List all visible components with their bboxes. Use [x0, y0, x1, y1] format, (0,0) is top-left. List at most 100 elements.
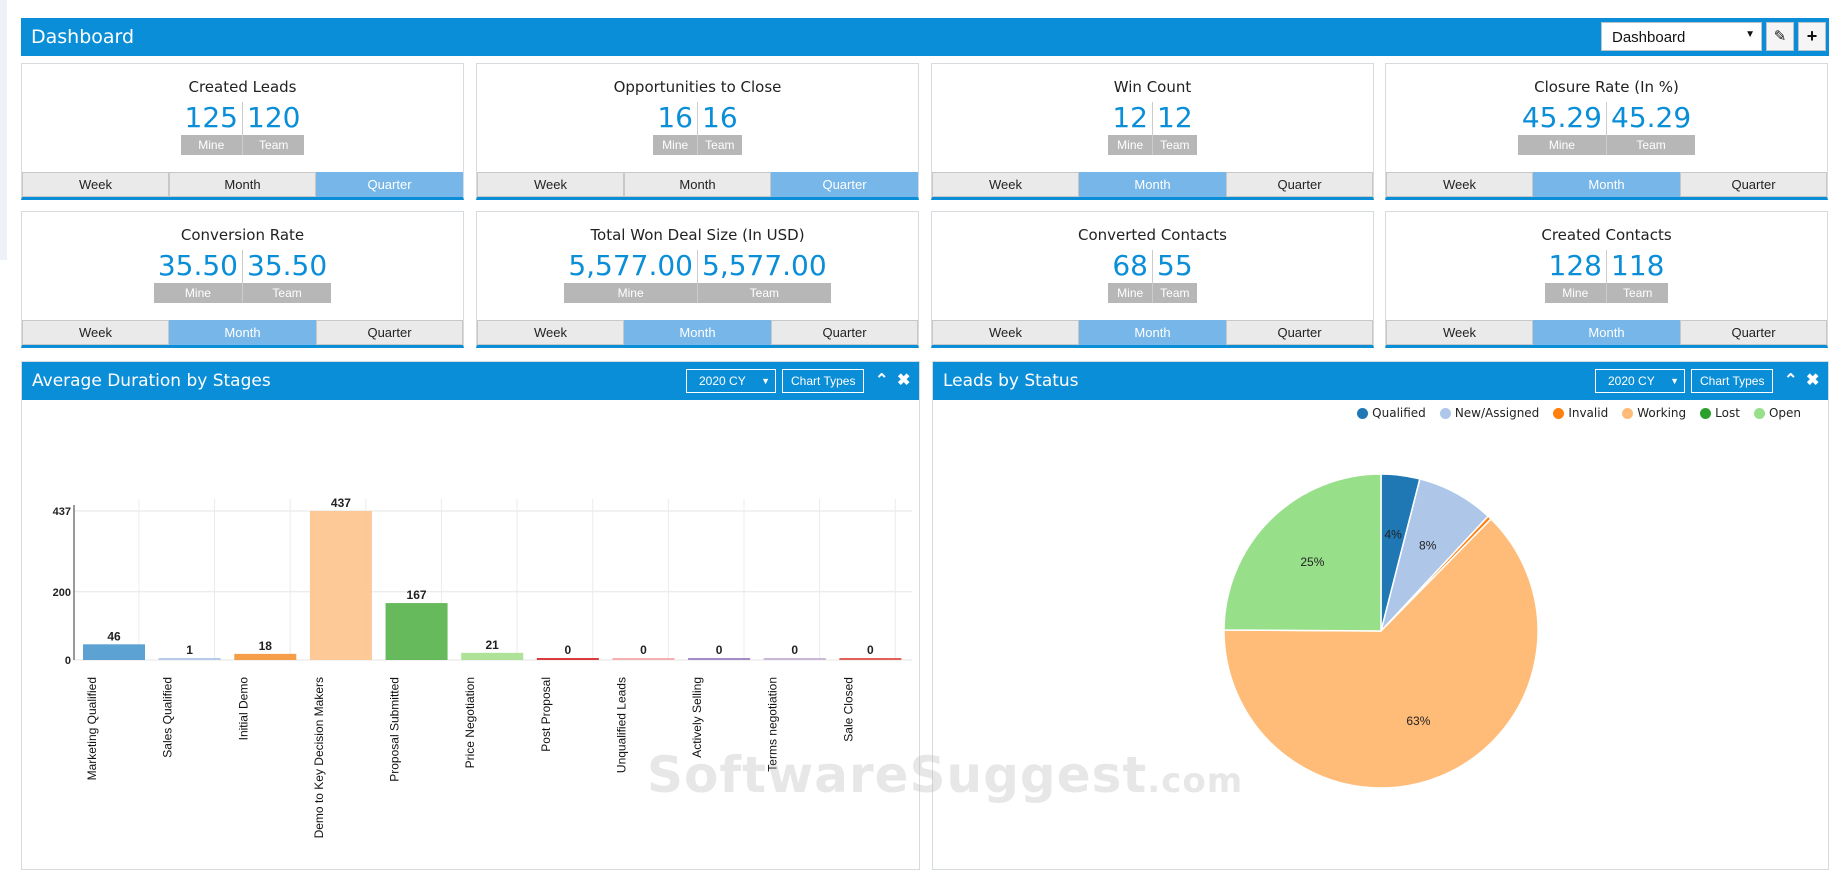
close-icon[interactable]: ✖: [1806, 372, 1820, 389]
collapse-icon[interactable]: ⌃: [1784, 372, 1798, 389]
bar: [763, 658, 826, 660]
mine-metric: 35.50 Mine: [153, 250, 242, 303]
mine-label: Mine: [1517, 135, 1606, 155]
team-value: 5,577.00: [702, 249, 827, 282]
bar-value-label: 0: [640, 643, 647, 657]
card-title: Converted Contacts: [1077, 226, 1227, 244]
card-title: Created Leads: [188, 78, 297, 96]
status-year-select[interactable]: 2020 CY ▼: [1595, 369, 1685, 393]
legend-dot: [1753, 407, 1765, 419]
period-quarter-button[interactable]: Quarter: [771, 172, 918, 197]
period-month-button[interactable]: Month: [1533, 320, 1680, 345]
period-week-button[interactable]: Week: [932, 172, 1079, 197]
period-week-button[interactable]: Week: [477, 172, 624, 197]
legend-item[interactable]: Open: [1753, 406, 1801, 420]
legend-item[interactable]: New/Assigned: [1439, 406, 1539, 420]
period-week-button[interactable]: Week: [477, 320, 624, 345]
pie-slice[interactable]: [1223, 473, 1382, 632]
team-metric: 118 Team: [1606, 250, 1669, 303]
metric-card: Created Contacts 128 Mine 118 Team Week Month Q…: [1385, 211, 1828, 348]
period-quarter-button[interactable]: Quarter: [1226, 172, 1373, 197]
pie-slice-label: 4%: [1384, 527, 1402, 541]
pie-slice[interactable]: [1223, 517, 1539, 789]
period-quarter-button[interactable]: Quarter: [1226, 320, 1373, 345]
add-dashboard-button[interactable]: +: [1798, 22, 1826, 51]
y-tick-label: 437: [53, 506, 71, 518]
period-week-button[interactable]: Week: [1386, 320, 1533, 345]
period-month-button[interactable]: Month: [1079, 320, 1226, 345]
dropdown-caret-icon: ▼: [761, 376, 770, 386]
bar: [688, 658, 751, 660]
edit-dashboard-button[interactable]: ✎: [1766, 22, 1794, 51]
mine-metric: 16 Mine: [653, 102, 697, 155]
category-label: Marketing Qualified: [85, 677, 99, 780]
category-label: Sales Qualified: [161, 677, 175, 758]
legend-item[interactable]: Lost: [1700, 406, 1740, 420]
metric-card: Converted Contacts 68 Mine 55 Team Week Month Q…: [931, 211, 1374, 348]
team-label: Team: [1153, 283, 1197, 303]
team-metric: 55 Team: [1152, 250, 1197, 303]
dashboard-select[interactable]: Dashboard ▼: [1601, 22, 1762, 51]
period-week-button[interactable]: Week: [932, 320, 1079, 345]
metric-card: Closure Rate (In %) 45.29 Mine 45.29 Team Wee…: [1385, 63, 1828, 200]
status-panel-header: Leads by Status 2020 CY ▼ Chart Types ⌃ …: [933, 362, 1828, 400]
period-quarter-button[interactable]: Quarter: [1680, 320, 1827, 345]
card-title: Opportunities to Close: [613, 78, 782, 96]
legend-dot: [1622, 407, 1634, 419]
metric-card: Conversion Rate 35.50 Mine 35.50 Team Week Mon…: [21, 211, 464, 348]
mine-metric: 125 Mine: [180, 102, 242, 155]
period-week-button[interactable]: Week: [22, 320, 169, 345]
period-week-button[interactable]: Week: [1386, 172, 1533, 197]
watermark: SoftwareSuggest.com: [647, 746, 1243, 804]
period-month-button[interactable]: Month: [169, 172, 316, 197]
mine-metric: 68 Mine: [1108, 250, 1152, 303]
y-tick-label: 200: [53, 587, 71, 599]
bar: [234, 653, 297, 660]
period-quarter-button[interactable]: Quarter: [1680, 172, 1827, 197]
card-title: Win Count: [1113, 78, 1192, 96]
period-month-button[interactable]: Month: [169, 320, 316, 345]
bar-value-label: 167: [407, 588, 427, 602]
period-month-button[interactable]: Month: [624, 320, 771, 345]
period-selector: Week Month Quarter: [932, 172, 1373, 197]
status-chart-types-button[interactable]: Chart Types: [1691, 369, 1774, 393]
mine-label: Mine: [1108, 135, 1152, 155]
card-metrics: 35.50 Mine 35.50 Team: [22, 250, 463, 303]
period-quarter-button[interactable]: Quarter: [771, 320, 918, 345]
team-value: 16: [702, 101, 738, 134]
close-icon[interactable]: ✖: [897, 372, 911, 389]
period-selector: Week Month Quarter: [1386, 320, 1827, 345]
collapse-icon[interactable]: ⌃: [875, 372, 889, 389]
mine-metric: 128 Mine: [1544, 250, 1606, 303]
period-quarter-button[interactable]: Quarter: [316, 320, 463, 345]
period-month-button[interactable]: Month: [1533, 172, 1680, 197]
mine-label: Mine: [1108, 283, 1152, 303]
legend-item[interactable]: Invalid: [1553, 406, 1608, 420]
stages-panel-header: Average Duration by Stages 2020 CY ▼ Cha…: [22, 362, 919, 400]
period-week-button[interactable]: Week: [22, 172, 169, 197]
legend-item[interactable]: Qualified: [1357, 406, 1426, 420]
legend-dot: [1357, 407, 1369, 419]
period-month-button[interactable]: Month: [624, 172, 771, 197]
bar: [536, 658, 599, 660]
period-month-button[interactable]: Month: [1079, 172, 1226, 197]
dashboard-title: Dashboard: [31, 26, 135, 48]
pie-slice-label: 25%: [1300, 555, 1324, 569]
bar: [461, 652, 524, 660]
mine-label: Mine: [564, 283, 697, 303]
period-selector: Week Month Quarter: [477, 320, 918, 345]
bar-value-label: 0: [867, 643, 874, 657]
team-value: 55: [1157, 249, 1193, 282]
stages-panel: Average Duration by Stages 2020 CY ▼ Cha…: [21, 361, 920, 870]
stages-year-select[interactable]: 2020 CY ▼: [686, 369, 776, 393]
metric-card: Total Won Deal Size (In USD) 5,577.00 Mine…: [476, 211, 919, 348]
team-metric: 12 Team: [1152, 102, 1197, 155]
card-metrics: 128 Mine 118 Team: [1386, 250, 1827, 303]
stages-chart-types-button[interactable]: Chart Types: [782, 369, 865, 393]
mine-value: 68: [1112, 249, 1148, 282]
period-quarter-button[interactable]: Quarter: [316, 172, 463, 197]
stages-year-value: 2020 CY: [699, 374, 746, 388]
legend-item[interactable]: Working: [1622, 406, 1686, 420]
card-metrics: 5,577.00 Mine 5,577.00 Team: [477, 250, 918, 303]
mine-value: 5,577.00: [568, 249, 693, 282]
